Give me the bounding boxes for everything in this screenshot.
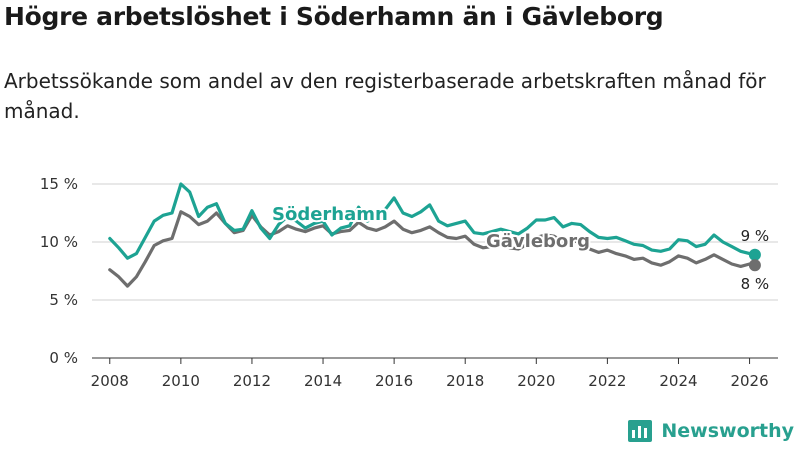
x-tick-label: 2022	[588, 372, 626, 390]
series-label-gavleborg: Gävleborg	[486, 231, 590, 252]
x-tick-label: 2014	[304, 372, 342, 390]
series-label-soderhamn: Söderhamn	[272, 204, 388, 225]
brand-name: Newsworthy	[661, 420, 794, 442]
y-tick-label: 10 %	[40, 233, 78, 251]
x-tick-label: 2024	[659, 372, 697, 390]
brand-logo: Newsworthy	[627, 418, 794, 444]
y-tick-label: 5 %	[49, 291, 78, 309]
x-tick-label: 2008	[91, 372, 129, 390]
series-line-soderhamn	[108, 182, 757, 260]
y-tick-label: 15 %	[40, 175, 78, 193]
end-point-gavleborg	[748, 259, 761, 272]
newsworthy-logo-icon	[628, 420, 653, 442]
end-point-soderhamn	[748, 248, 761, 261]
x-tick-label: 2018	[446, 372, 484, 390]
x-tick-label: 2026	[730, 372, 768, 390]
x-tick-label: 2012	[233, 372, 271, 390]
end-label-gavleborg: 8 %	[741, 275, 770, 293]
x-tick-label: 2010	[162, 372, 200, 390]
end-label-soderhamn: 9 %	[741, 227, 770, 245]
x-tick-label: 2020	[517, 372, 555, 390]
x-tick-label: 2016	[375, 372, 413, 390]
chart-subtitle: Arbetssökande som andel av den registerb…	[4, 69, 766, 123]
series-line-gavleborg	[108, 210, 757, 288]
y-tick-label: 0 %	[49, 349, 78, 367]
chart-title: Högre arbetslöshet i Söderhamn än i Gävl…	[4, 2, 664, 31]
